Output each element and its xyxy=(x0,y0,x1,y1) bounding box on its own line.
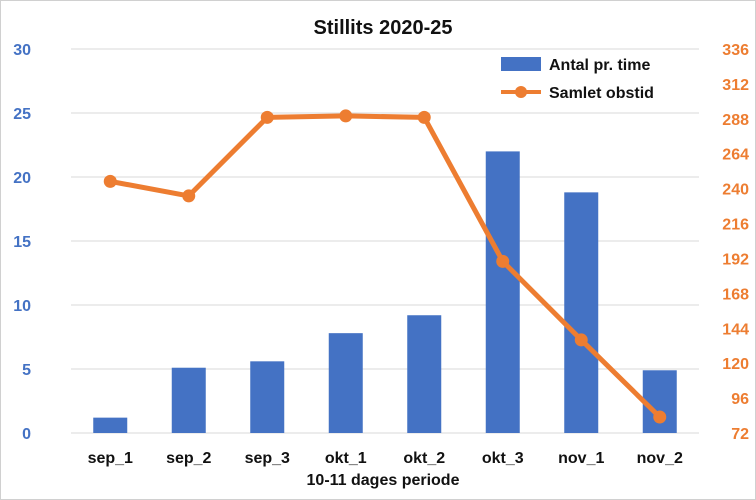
left-tick-label: 15 xyxy=(13,234,31,251)
legend: Antal pr. time Samlet obstid xyxy=(501,57,654,102)
line-path xyxy=(109,113,662,419)
bar-sep_2 xyxy=(171,367,206,433)
line-point-okt_3 xyxy=(496,254,510,268)
category-label: okt_3 xyxy=(482,450,524,467)
bar-sep_3 xyxy=(250,361,285,433)
right-tick-label: 168 xyxy=(722,286,749,303)
bar-sep_1 xyxy=(93,417,128,433)
right-tick-label: 240 xyxy=(722,182,749,199)
left-tick-label: 5 xyxy=(22,362,31,379)
right-axis: 72 96 120 144 168 192 216 240 264 288 312 336 xyxy=(722,42,749,443)
bar-nov_2 xyxy=(642,370,677,433)
line-point-sep_2 xyxy=(182,189,196,203)
line-point-okt_1 xyxy=(339,109,353,123)
legend-bar-swatch xyxy=(501,57,541,71)
right-tick-label: 264 xyxy=(722,147,749,164)
legend-line-label: Samlet obstid xyxy=(549,85,654,102)
right-tick-label: 216 xyxy=(722,217,749,234)
category-label: okt_2 xyxy=(403,450,445,467)
legend-line-marker xyxy=(515,86,527,98)
left-tick-label: 20 xyxy=(13,170,31,187)
right-tick-label: 96 xyxy=(731,391,749,408)
right-tick-label: 288 xyxy=(722,112,749,129)
right-tick-label: 336 xyxy=(722,42,749,59)
left-tick-label: 10 xyxy=(13,298,31,315)
grid-lines xyxy=(71,48,699,434)
line-point-sep_3 xyxy=(260,110,274,124)
bar-okt_3 xyxy=(485,151,520,433)
bar-series xyxy=(93,151,677,433)
category-label: sep_2 xyxy=(166,450,211,467)
line-point-okt_2 xyxy=(417,110,431,124)
category-label: sep_1 xyxy=(88,450,133,467)
left-tick-label: 0 xyxy=(22,426,31,443)
line-series xyxy=(103,109,667,424)
category-label: sep_3 xyxy=(245,450,290,467)
chart-title: Stillits 2020-25 xyxy=(314,17,453,39)
legend-bar-label: Antal pr. time xyxy=(549,57,650,74)
left-tick-label: 25 xyxy=(13,106,31,123)
bar-nov_1 xyxy=(564,192,599,433)
right-tick-label: 312 xyxy=(722,77,749,94)
x-axis-title: 10-11 dages periode xyxy=(307,472,460,489)
category-label: nov_2 xyxy=(637,450,683,467)
right-tick-label: 144 xyxy=(722,321,749,338)
line-point-nov_2 xyxy=(653,410,667,424)
category-label: okt_1 xyxy=(325,450,367,467)
right-tick-label: 120 xyxy=(722,356,749,373)
category-axis: sep_1 sep_2 sep_3 okt_1 okt_2 okt_3 nov_1 nov_2 xyxy=(88,450,683,467)
line-point-nov_1 xyxy=(574,333,588,347)
left-tick-label: 30 xyxy=(13,42,31,59)
category-label: nov_1 xyxy=(558,450,604,467)
bar-okt_2 xyxy=(407,315,442,433)
left-axis: 0 5 10 15 20 25 30 xyxy=(13,42,31,443)
line-point-sep_1 xyxy=(103,174,117,188)
right-tick-label: 192 xyxy=(722,251,749,268)
bar-okt_1 xyxy=(328,333,363,433)
right-tick-label: 72 xyxy=(731,426,749,443)
